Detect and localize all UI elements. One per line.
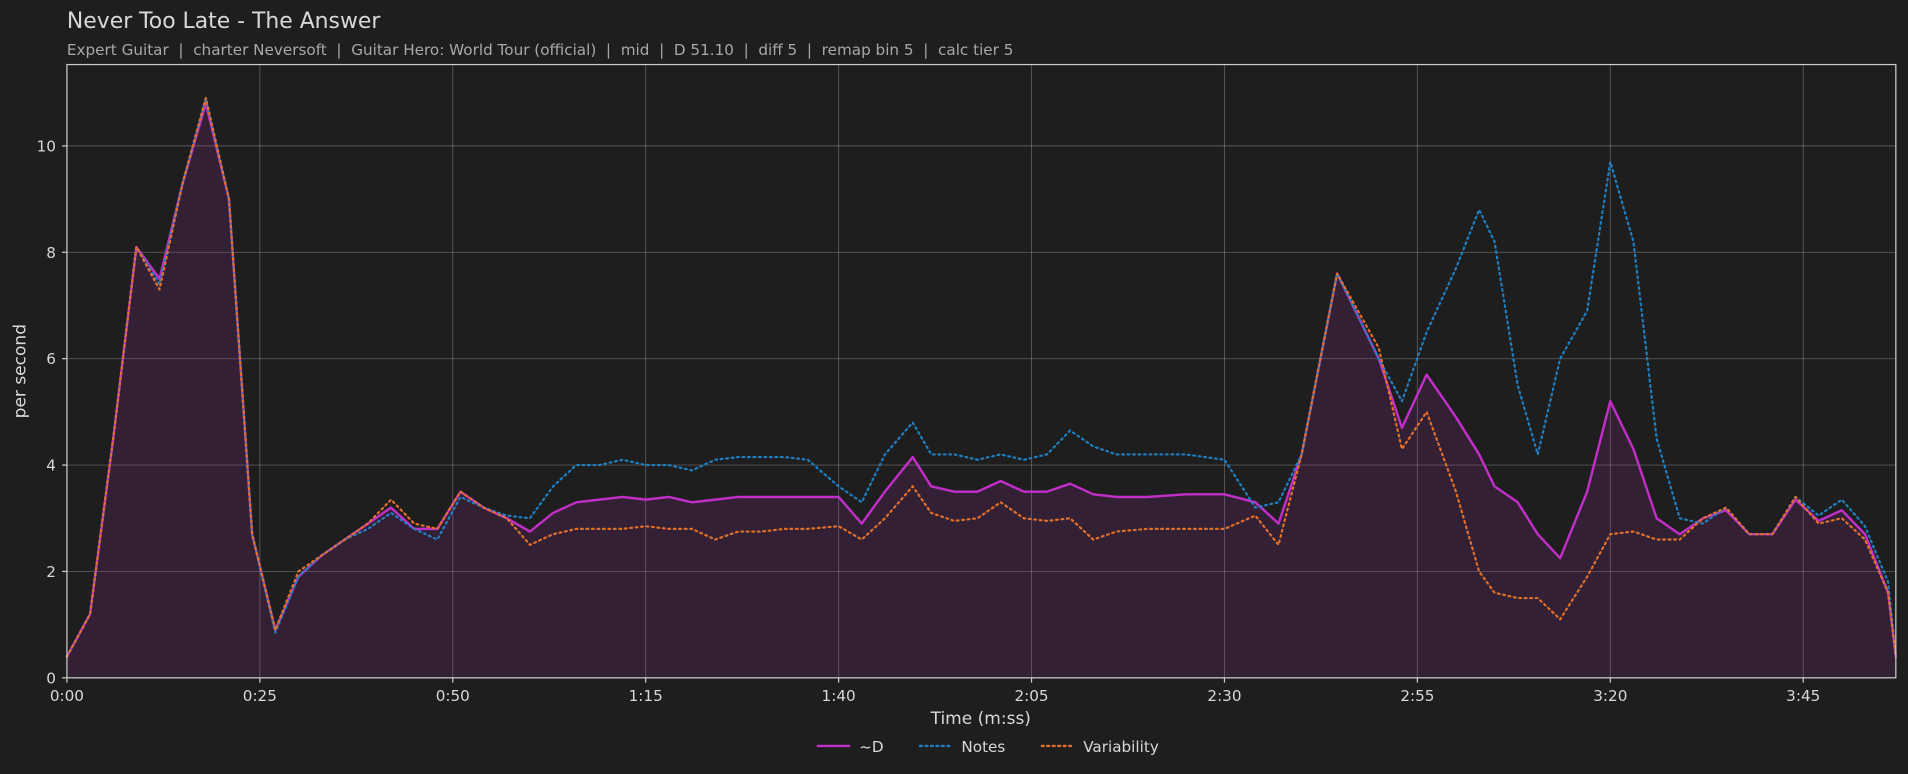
series-line [65,96,1897,658]
legend-label: ~D [859,738,883,756]
x-tick-label: 1:15 [629,687,663,705]
legend-label: Variability [1083,738,1159,756]
y-tick-label: 10 [37,137,56,155]
y-tick-label: 0 [46,669,56,687]
y-tick-label: 4 [46,457,56,475]
x-axis-label: Time (m:ss) [930,709,1031,729]
x-tick-label: 2:55 [1400,687,1434,705]
y-tick-label: 6 [46,350,56,368]
x-tick-label: 1:40 [822,687,856,705]
area-fill [66,103,1896,678]
x-tick-label: 3:45 [1786,687,1820,705]
x-tick-label: 0:50 [436,687,470,705]
x-tick-label: 0:00 [50,687,84,705]
x-tick-label: 3:20 [1593,687,1627,705]
x-tick-label: 0:25 [243,687,277,705]
plot-frame [66,63,1897,679]
legend-label: Notes [961,738,1005,756]
chart-title: Never Too Late - The Answer [67,9,380,34]
y-tick-label: 8 [46,244,56,262]
y-tick-label: 2 [46,563,56,581]
y-axis-label: per second [11,324,31,418]
series-line [65,96,1897,658]
x-tick-label: 2:30 [1207,687,1241,705]
x-tick-label: 2:05 [1014,687,1048,705]
chart-subtitle: Expert Guitar | charter Neversoft | Guit… [67,41,1014,59]
series-line [65,102,1898,658]
